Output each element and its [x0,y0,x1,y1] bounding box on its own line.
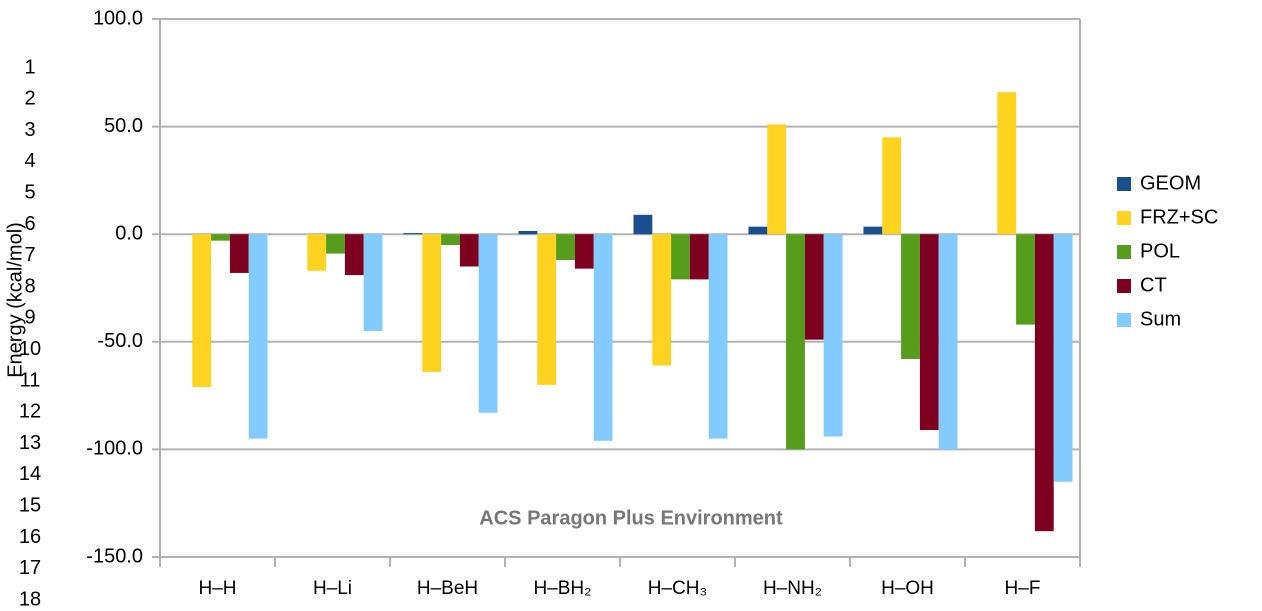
bar [556,234,575,261]
bar [537,234,557,385]
x-tick-label: H–F [1005,578,1041,599]
line-number: 1 [24,56,35,78]
legend-label: FRZ+SC [1140,206,1218,228]
legend-label: POL [1140,240,1180,262]
y-tick-label: -150.0 [86,545,143,567]
bar [518,230,538,235]
watermark: ACS Paragon Plus Environment [479,507,783,529]
bar [919,234,939,431]
y-tick-label: 50.0 [104,115,143,137]
y-tick-label: -100.0 [86,438,143,460]
bar [593,234,613,441]
line-number: 3 [24,119,35,141]
x-tick-label: H–H [198,578,236,599]
bar [748,226,768,235]
bar [403,233,423,235]
bar [652,234,672,366]
line-number: 15 [19,494,41,516]
bar [307,234,327,271]
line-number: 7 [24,244,35,266]
bar [938,234,958,450]
line-number: 11 [20,369,41,391]
line-number: 18 [19,588,41,610]
bar [211,234,230,241]
bar [478,234,498,413]
x-tick-label: H–Li [313,578,352,599]
line-number: 17 [19,557,41,579]
line-number: 14 [19,463,41,485]
legend-swatch [1117,279,1131,293]
bar [997,92,1017,235]
legend-label: CT [1140,274,1167,296]
line-number: 2 [24,88,35,110]
bar [633,214,653,235]
y-tick-label: 100.0 [93,7,143,29]
bar [767,124,787,235]
y-tick-label: 0.0 [115,222,143,244]
bar [248,234,268,439]
line-number: 9 [24,307,35,329]
legend-swatch [1117,211,1131,225]
bar [344,234,364,276]
x-tick-label: H–CH₃ [648,578,707,599]
bar [708,234,728,439]
bar [1053,234,1073,482]
legend-swatch [1117,177,1131,191]
bar [786,234,805,450]
legend-label: GEOM [1140,172,1201,194]
legend-swatch [1117,313,1131,327]
bar [1016,234,1035,325]
bar [863,226,883,235]
line-number: 8 [24,275,35,297]
bar [882,137,902,235]
y-axis-label: Energy (kcal/mol) [4,222,26,378]
bar [804,234,824,340]
bar [1034,234,1054,532]
line-number: 4 [24,150,35,172]
legend-label: Sum [1140,308,1181,330]
x-tick-label: H–BeH [417,578,478,599]
line-number: 13 [19,432,41,454]
x-tick-label: H–NH₂ [763,578,822,599]
legend-swatch [1117,245,1131,259]
bar [459,234,479,267]
bar [823,234,843,437]
line-number: 10 [19,338,41,360]
bar [422,234,442,372]
line-number: 5 [24,181,35,203]
bar [363,234,383,332]
bar [901,234,920,360]
bar [671,234,690,280]
bar [192,234,212,387]
bar [441,234,460,245]
y-tick-label: -50.0 [97,330,143,352]
bar [574,234,594,269]
bar [326,234,345,254]
line-number: 6 [24,213,35,235]
x-tick-label: H–BH₂ [533,578,591,599]
line-number: 12 [19,401,41,423]
line-number: 16 [19,526,41,548]
bar [229,234,249,273]
bar [689,234,709,280]
x-tick-label: H–OH [881,578,934,599]
